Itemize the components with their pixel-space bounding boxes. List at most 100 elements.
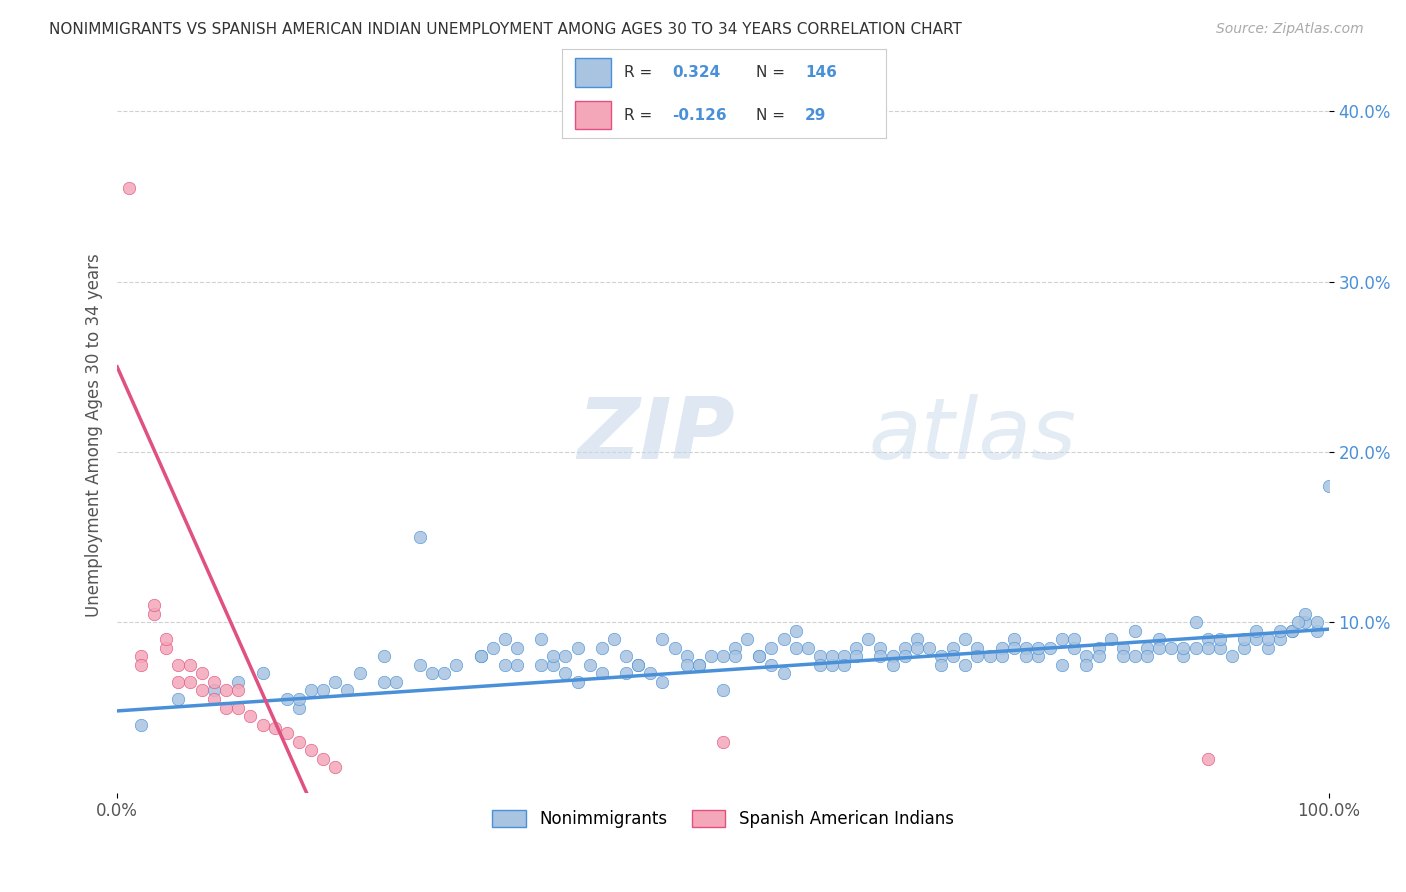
Point [882, 657, 904, 672]
Text: -0.126: -0.126 [672, 108, 727, 122]
Point [942, 649, 965, 664]
Point [882, 649, 904, 664]
Point [735, 632, 758, 647]
Point [688, 657, 710, 672]
Point [409, 657, 432, 672]
Point [772, 666, 794, 681]
Point [675, 657, 697, 672]
Point [651, 632, 673, 647]
Point [614, 649, 637, 664]
Point [228, 700, 250, 714]
FancyBboxPatch shape [575, 58, 610, 87]
Point [869, 649, 891, 664]
Point [131, 657, 153, 672]
Point [1015, 640, 1038, 655]
Text: R =: R = [624, 65, 657, 79]
Point [845, 640, 868, 655]
Point [1076, 657, 1098, 672]
Point [942, 640, 965, 655]
Point [155, 640, 177, 655]
Point [821, 649, 844, 664]
Point [202, 683, 225, 698]
Point [179, 675, 201, 690]
Point [1160, 640, 1182, 655]
Point [470, 649, 492, 664]
Point [761, 657, 783, 672]
Point [228, 683, 250, 698]
Point [166, 657, 188, 672]
Point [1184, 615, 1206, 630]
Point [373, 649, 395, 664]
Point [979, 649, 1001, 664]
Point [591, 666, 613, 681]
Point [1270, 624, 1292, 638]
Point [905, 640, 928, 655]
Point [748, 649, 770, 664]
Point [118, 181, 141, 195]
Point [506, 640, 529, 655]
Point [832, 657, 855, 672]
Point [1087, 649, 1109, 664]
Point [905, 632, 928, 647]
Point [349, 666, 371, 681]
Point [748, 649, 770, 664]
Point [1099, 632, 1122, 647]
Point [1184, 640, 1206, 655]
Point [1294, 607, 1316, 621]
Point [1281, 624, 1303, 638]
Point [299, 743, 322, 757]
Point [1305, 624, 1327, 638]
Point [288, 692, 311, 706]
Point [1281, 624, 1303, 638]
Point [506, 657, 529, 672]
Text: NONIMMIGRANTS VS SPANISH AMERICAN INDIAN UNEMPLOYMENT AMONG AGES 30 TO 34 YEARS : NONIMMIGRANTS VS SPANISH AMERICAN INDIAN… [49, 22, 962, 37]
Text: N =: N = [756, 65, 790, 79]
Point [228, 675, 250, 690]
Point [155, 632, 177, 647]
Point [808, 657, 831, 672]
Point [1317, 479, 1340, 493]
Point [1233, 632, 1256, 647]
Text: N =: N = [756, 108, 790, 122]
Point [1220, 649, 1243, 664]
Legend: Nonimmigrants, Spanish American Indians: Nonimmigrants, Spanish American Indians [485, 803, 960, 834]
Point [929, 657, 952, 672]
Point [785, 624, 807, 638]
Point [1244, 632, 1267, 647]
Point [651, 675, 673, 690]
Point [1136, 649, 1159, 664]
Point [1173, 649, 1195, 664]
Point [1123, 624, 1146, 638]
Point [821, 657, 844, 672]
Point [179, 657, 201, 672]
Point [299, 683, 322, 698]
Point [336, 683, 359, 698]
Point [1147, 632, 1170, 647]
Text: atlas: atlas [869, 393, 1077, 476]
Point [893, 649, 915, 664]
Point [554, 649, 576, 664]
Point [1002, 632, 1025, 647]
Point [845, 649, 868, 664]
Point [1026, 640, 1049, 655]
Point [627, 657, 650, 672]
Point [1244, 624, 1267, 638]
Point [1270, 632, 1292, 647]
Point [567, 675, 589, 690]
Point [543, 657, 565, 672]
Point [869, 640, 891, 655]
Point [797, 640, 820, 655]
Point [1147, 640, 1170, 655]
Point [323, 760, 346, 774]
Y-axis label: Unemployment Among Ages 30 to 34 years: Unemployment Among Ages 30 to 34 years [86, 253, 103, 617]
Point [1173, 640, 1195, 655]
Point [202, 692, 225, 706]
Point [664, 640, 686, 655]
Point [481, 640, 503, 655]
Point [990, 649, 1012, 664]
Point [808, 649, 831, 664]
Point [700, 649, 723, 664]
Text: 29: 29 [804, 108, 827, 122]
Point [530, 657, 553, 672]
Point [1063, 640, 1085, 655]
